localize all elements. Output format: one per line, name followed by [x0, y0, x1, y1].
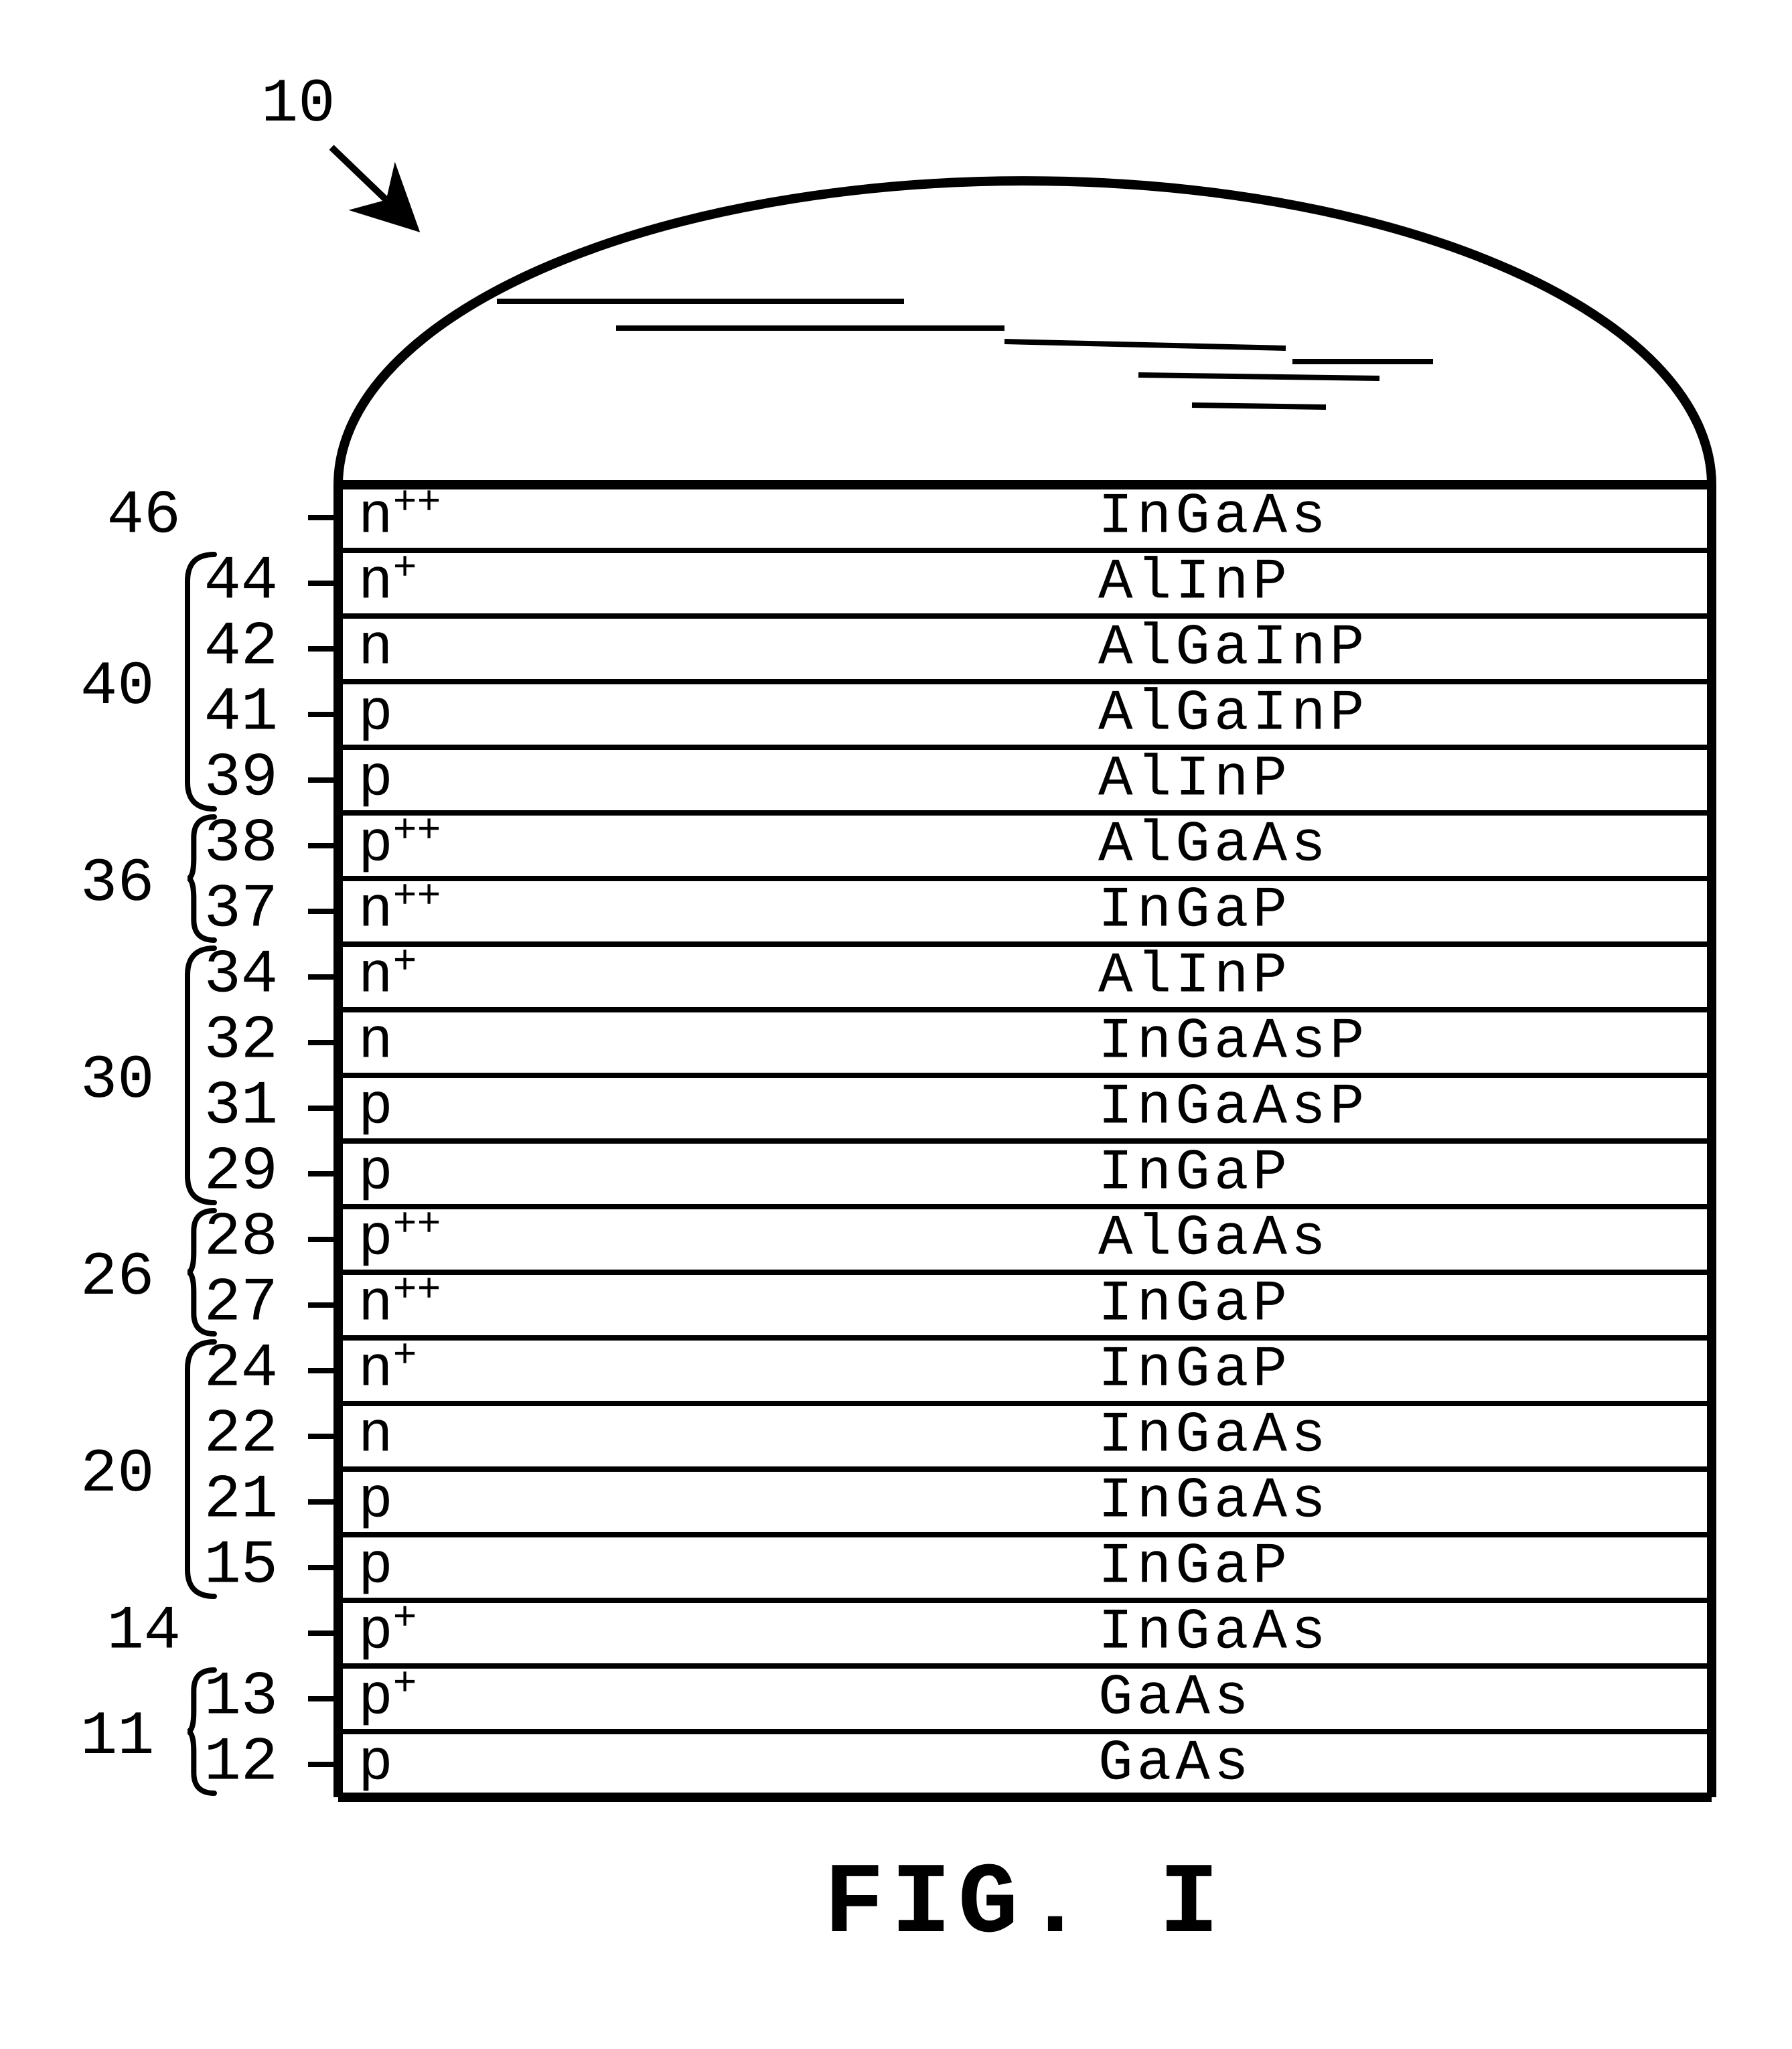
layer-doping-super-34: +: [393, 940, 417, 986]
layer-material-24: InGaP: [1098, 1337, 1291, 1403]
layer-number-12: 12: [204, 1728, 278, 1798]
layer-material-39: AlInP: [1098, 747, 1291, 812]
layer-material-34: AlInP: [1098, 943, 1291, 1009]
layer-doping-base-21: p: [358, 1468, 393, 1534]
layer-number-22: 22: [204, 1399, 278, 1470]
layer-number-27: 27: [204, 1268, 278, 1339]
layer-material-14: InGaAs: [1098, 1600, 1330, 1665]
layer-material-42: AlGaInP: [1098, 615, 1368, 681]
figure-caption: FIG. I: [824, 1848, 1225, 1962]
lens-streak-2: [1004, 342, 1286, 348]
layer-material-44: AlInP: [1098, 550, 1291, 615]
layer-doping-base-34: n: [358, 943, 393, 1009]
group-label-40: 40: [80, 652, 154, 722]
layer-doping-base-44: n: [358, 550, 393, 615]
layer-material-31: InGaAsP: [1098, 1075, 1368, 1140]
layer-number-32: 32: [204, 1006, 278, 1076]
layer-doping-base-41: p: [358, 681, 393, 747]
group-label-30: 30: [80, 1045, 154, 1116]
layer-doping-base-46: n: [358, 484, 393, 550]
layer-material-29: InGaP: [1098, 1140, 1291, 1206]
layer-doping-base-13: p: [358, 1665, 393, 1731]
layer-material-28: AlGaAs: [1098, 1206, 1330, 1272]
layer-doping-base-27: n: [358, 1272, 393, 1337]
layer-doping-base-38: p: [358, 812, 393, 878]
layer-doping-super-46: ++: [393, 481, 441, 526]
layer-doping-super-38: ++: [393, 809, 441, 854]
layer-material-41: AlGaInP: [1098, 681, 1368, 747]
layer-material-21: InGaAs: [1098, 1468, 1330, 1534]
layer-number-14: 14: [107, 1596, 181, 1667]
layer-material-15: InGaP: [1098, 1534, 1291, 1600]
layer-doping-base-24: n: [358, 1337, 393, 1403]
layer-doping-base-15: p: [358, 1534, 393, 1600]
layer-doping-base-22: n: [358, 1403, 393, 1468]
layer-doping-base-39: p: [358, 747, 393, 812]
layer-material-46: InGaAs: [1098, 484, 1330, 550]
group-label-20: 20: [80, 1439, 154, 1509]
layer-doping-super-28: ++: [393, 1203, 441, 1248]
device-label: 10: [261, 69, 335, 139]
layer-number-37: 37: [204, 875, 278, 945]
layer-number-31: 31: [204, 1071, 278, 1142]
layer-number-39: 39: [204, 743, 278, 814]
layer-doping-super-37: ++: [393, 875, 441, 920]
layer-doping-base-29: p: [358, 1140, 393, 1206]
group-label-36: 36: [80, 848, 154, 919]
device-arrow: [331, 147, 415, 228]
layer-material-27: InGaP: [1098, 1272, 1291, 1337]
layer-material-13: GaAs: [1098, 1665, 1252, 1731]
layer-doping-base-32: n: [358, 1009, 393, 1075]
layer-doping-super-24: +: [393, 1334, 417, 1379]
layer-number-15: 15: [204, 1531, 278, 1601]
layer-material-22: InGaAs: [1098, 1403, 1330, 1468]
layer-material-12: GaAs: [1098, 1731, 1252, 1797]
layer-doping-base-14: p: [358, 1600, 393, 1665]
layer-doping-base-12: p: [358, 1731, 393, 1797]
lens-streak-3: [1138, 375, 1379, 378]
layer-material-32: InGaAsP: [1098, 1009, 1368, 1075]
layer-material-38: AlGaAs: [1098, 812, 1330, 878]
dome-lens: [338, 181, 1712, 485]
layer-doping-base-42: n: [358, 615, 393, 681]
group-label-11: 11: [80, 1701, 154, 1772]
group-label-26: 26: [80, 1242, 154, 1312]
layer-doping-super-14: +: [393, 1596, 417, 1642]
layer-number-46: 46: [107, 481, 181, 551]
layer-number-29: 29: [204, 1137, 278, 1207]
layer-doping-base-31: p: [358, 1075, 393, 1140]
layer-doping-super-13: +: [393, 1662, 417, 1707]
layer-doping-base-37: n: [358, 878, 393, 943]
layer-number-42: 42: [204, 612, 278, 682]
layer-doping-super-27: ++: [393, 1268, 441, 1314]
layer-doping-base-28: p: [358, 1206, 393, 1272]
figure-svg: 46n++InGaAs44n+AlInP42nAlGaInP41pAlGaInP…: [0, 0, 1792, 2049]
layer-doping-super-44: +: [393, 546, 417, 592]
layer-material-37: InGaP: [1098, 878, 1291, 943]
lens-streak-4: [1192, 405, 1326, 407]
layer-number-41: 41: [204, 678, 278, 748]
layer-number-21: 21: [204, 1465, 278, 1535]
